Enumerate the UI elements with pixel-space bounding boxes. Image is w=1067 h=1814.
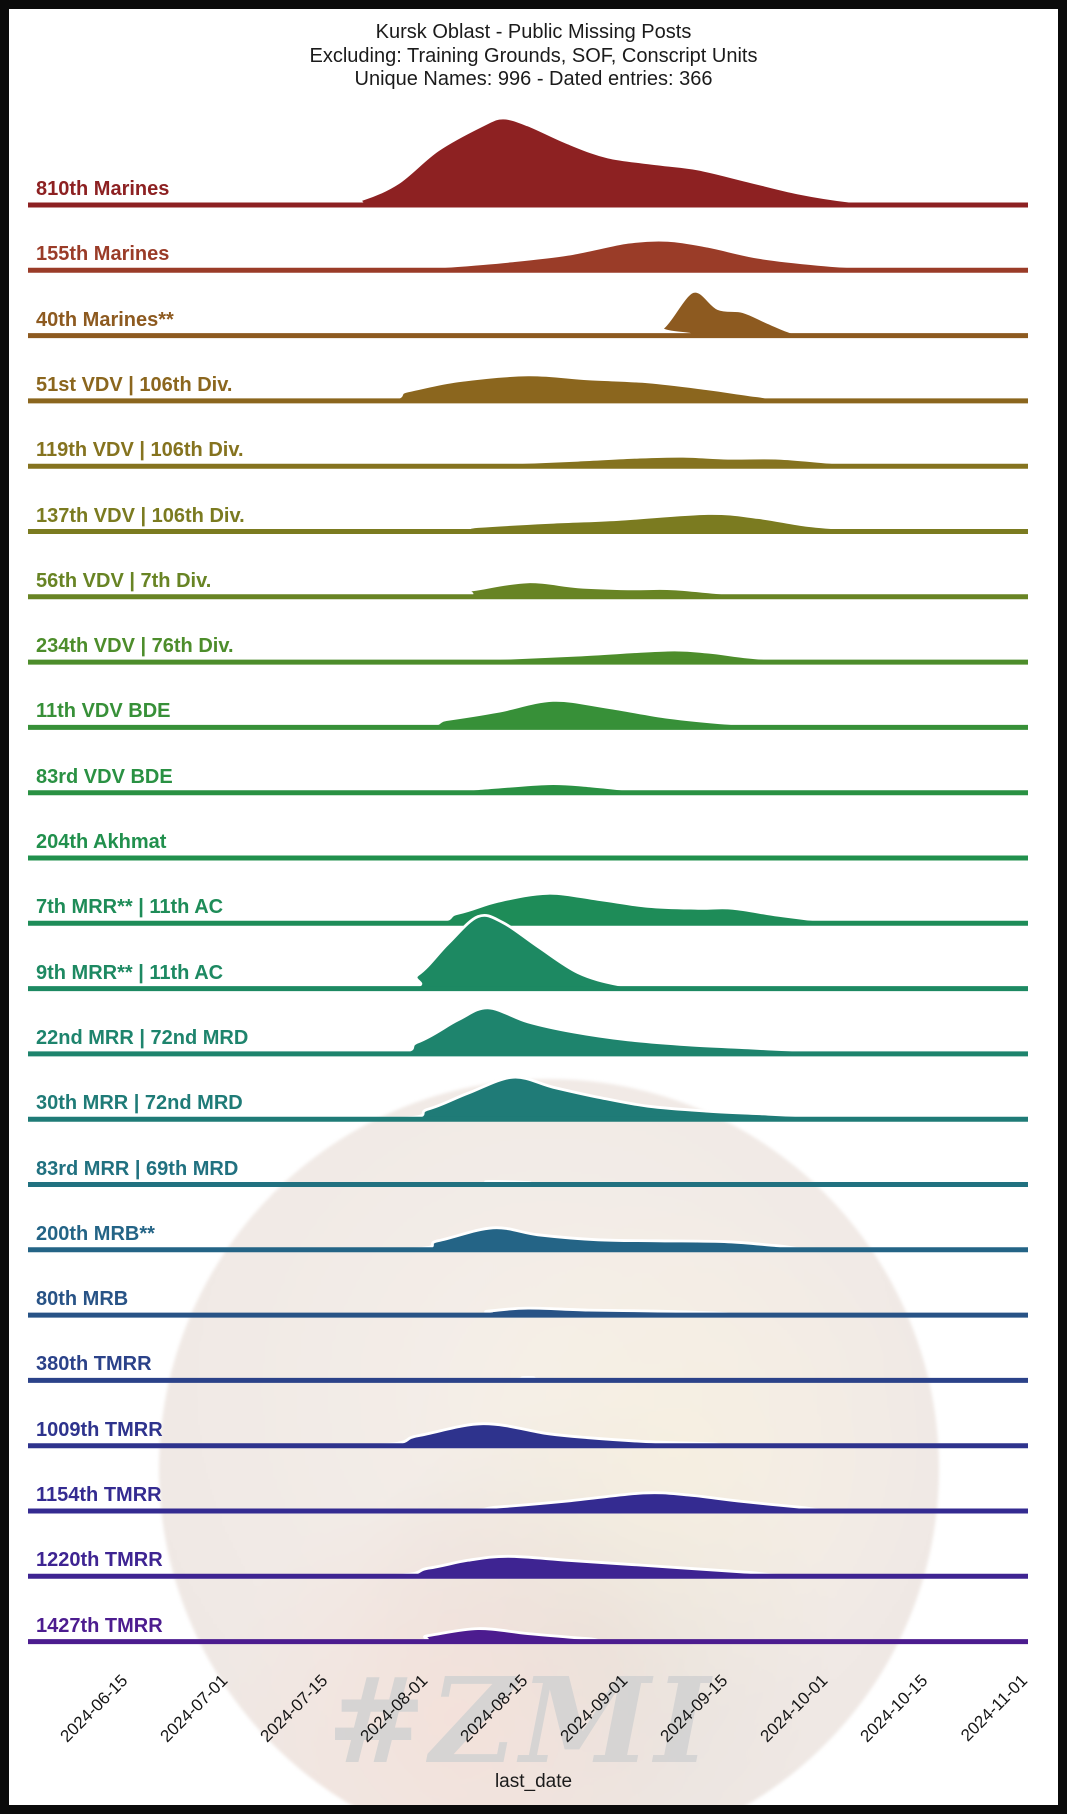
unit-label: 9th MRR** | 11th AC — [36, 961, 224, 984]
unit-label: 119th VDV | 106th Div. — [36, 439, 244, 462]
ridge-row — [27, 1306, 1028, 1318]
density-area — [28, 291, 1028, 336]
unit-label: 155th Marines — [36, 243, 170, 266]
ridge-row — [28, 289, 1028, 339]
ridge-row — [27, 580, 1028, 600]
ridge-row — [28, 238, 1028, 273]
ridge-row — [28, 512, 1028, 534]
chart-subtitle-counts: Unique Names: 996 - Dated entries: 366 — [354, 68, 713, 90]
ridge-row — [28, 1422, 1028, 1449]
unit-label: 7th MRR** | 11th AC — [36, 896, 224, 919]
density-area — [28, 239, 1028, 271]
density-area — [28, 1492, 1028, 1511]
unit-label: 1220th TMRR — [36, 1549, 163, 1572]
unit-label: 83rd VDV BDE — [36, 765, 173, 788]
density-area — [28, 1628, 1028, 1642]
ridge-row — [27, 851, 1028, 861]
unit-label: 56th VDV | 7th Div. — [36, 569, 212, 592]
ridge-row — [28, 373, 1028, 404]
unit-label: 234th VDV | 76th Div. — [36, 635, 234, 658]
ridge-row — [27, 454, 1028, 469]
unit-label: 40th Marines** — [36, 308, 174, 331]
density-area — [28, 1308, 1028, 1316]
ridge-row — [27, 1180, 1028, 1187]
density-area — [28, 783, 1028, 793]
density-area — [28, 700, 1028, 728]
unit-label: 22nd MRR | 72nd MRD — [36, 1026, 249, 1049]
ridge-row — [28, 1006, 1028, 1057]
chart-title-block: Kursk Oblast - Public Missing Posts Excl… — [9, 21, 1058, 92]
unit-label: 1154th TMRR — [36, 1484, 162, 1506]
chart-subtitle-exclusions: Excluding: Training Grounds, SOF, Conscr… — [309, 44, 758, 67]
unit-label: 204th Akhmat — [36, 831, 167, 853]
ridgeline-plot — [27, 116, 1028, 1645]
ridge-row — [28, 1376, 1028, 1383]
zmi-watermark-text: #ZMI — [327, 1651, 714, 1790]
unit-label: 51st VDV | 106th Div. — [36, 373, 233, 396]
unit-label: 380th TMRR — [36, 1353, 152, 1376]
unit-label: 83rd MRR | 69th MRD — [36, 1157, 239, 1180]
ridge-row — [28, 1491, 1028, 1514]
ridge-row — [28, 1075, 1028, 1122]
density-area — [28, 374, 1028, 401]
density-area — [28, 513, 1028, 532]
density-area — [28, 1423, 1028, 1446]
density-area — [28, 1227, 1028, 1250]
density-area — [28, 1556, 1028, 1577]
x-axis-label: last_date — [494, 1771, 573, 1792]
ridge-row — [28, 1627, 1028, 1645]
ridge-row — [28, 1226, 1028, 1253]
chart-title: Kursk Oblast - Public Missing Posts — [375, 21, 692, 43]
density-area — [28, 581, 1028, 597]
unit-label: 1009th TMRR — [36, 1418, 163, 1441]
unit-label: 1427th TMRR — [36, 1614, 163, 1637]
density-outline — [28, 116, 1028, 207]
unit-label: 80th MRB — [36, 1288, 129, 1311]
unit-label: 810th Marines — [36, 178, 170, 200]
unit-label: 137th VDV | 106th Div. — [36, 504, 245, 527]
density-area — [28, 118, 1028, 205]
density-area — [28, 1007, 1028, 1054]
ridge-row — [28, 1554, 1028, 1579]
unit-label: 30th MRR | 72nd MRD — [36, 1092, 243, 1115]
ridge-row — [28, 698, 1028, 730]
ridge-row — [28, 891, 1028, 926]
density-area — [28, 915, 1028, 989]
ridge-row — [27, 648, 1028, 665]
density-outline — [28, 289, 1028, 338]
ridge-row — [28, 913, 1028, 992]
density-area — [28, 1077, 1028, 1120]
ridge-row — [28, 782, 1028, 796]
unit-label: 200th MRB** — [36, 1222, 155, 1245]
unit-label: 11th VDV BDE — [36, 700, 171, 723]
ridge-row — [28, 116, 1028, 208]
